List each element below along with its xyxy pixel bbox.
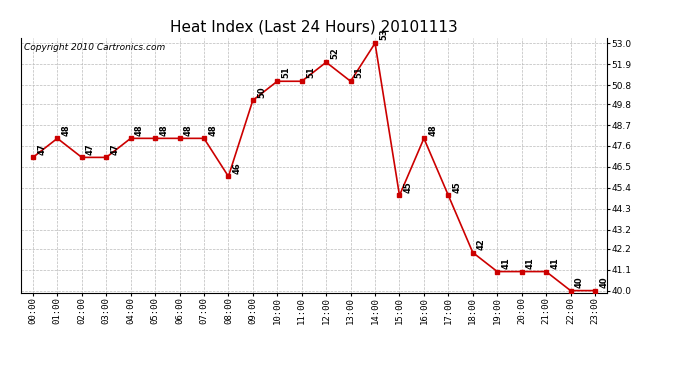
Text: 48: 48	[208, 124, 217, 136]
Text: 48: 48	[184, 124, 193, 136]
Text: 45: 45	[404, 181, 413, 193]
Text: Copyright 2010 Cartronics.com: Copyright 2010 Cartronics.com	[23, 43, 165, 52]
Text: 41: 41	[550, 257, 560, 269]
Text: 51: 51	[306, 67, 315, 78]
Text: 42: 42	[477, 238, 486, 250]
Text: 45: 45	[453, 181, 462, 193]
Text: 40: 40	[599, 276, 608, 288]
Title: Heat Index (Last 24 Hours) 20101113: Heat Index (Last 24 Hours) 20101113	[170, 20, 458, 35]
Text: 40: 40	[575, 276, 584, 288]
Text: 51: 51	[355, 67, 364, 78]
Text: 48: 48	[135, 124, 144, 136]
Text: 52: 52	[331, 48, 339, 60]
Text: 46: 46	[233, 162, 241, 174]
Text: 51: 51	[282, 67, 290, 78]
Text: 47: 47	[110, 143, 119, 154]
Text: 48: 48	[159, 124, 168, 136]
Text: 48: 48	[428, 124, 437, 136]
Text: 41: 41	[526, 257, 535, 269]
Text: 47: 47	[86, 143, 95, 154]
Text: 53: 53	[380, 29, 388, 40]
Text: 41: 41	[502, 257, 511, 269]
Text: 48: 48	[61, 124, 70, 136]
Text: 47: 47	[37, 143, 46, 154]
Text: 50: 50	[257, 86, 266, 98]
